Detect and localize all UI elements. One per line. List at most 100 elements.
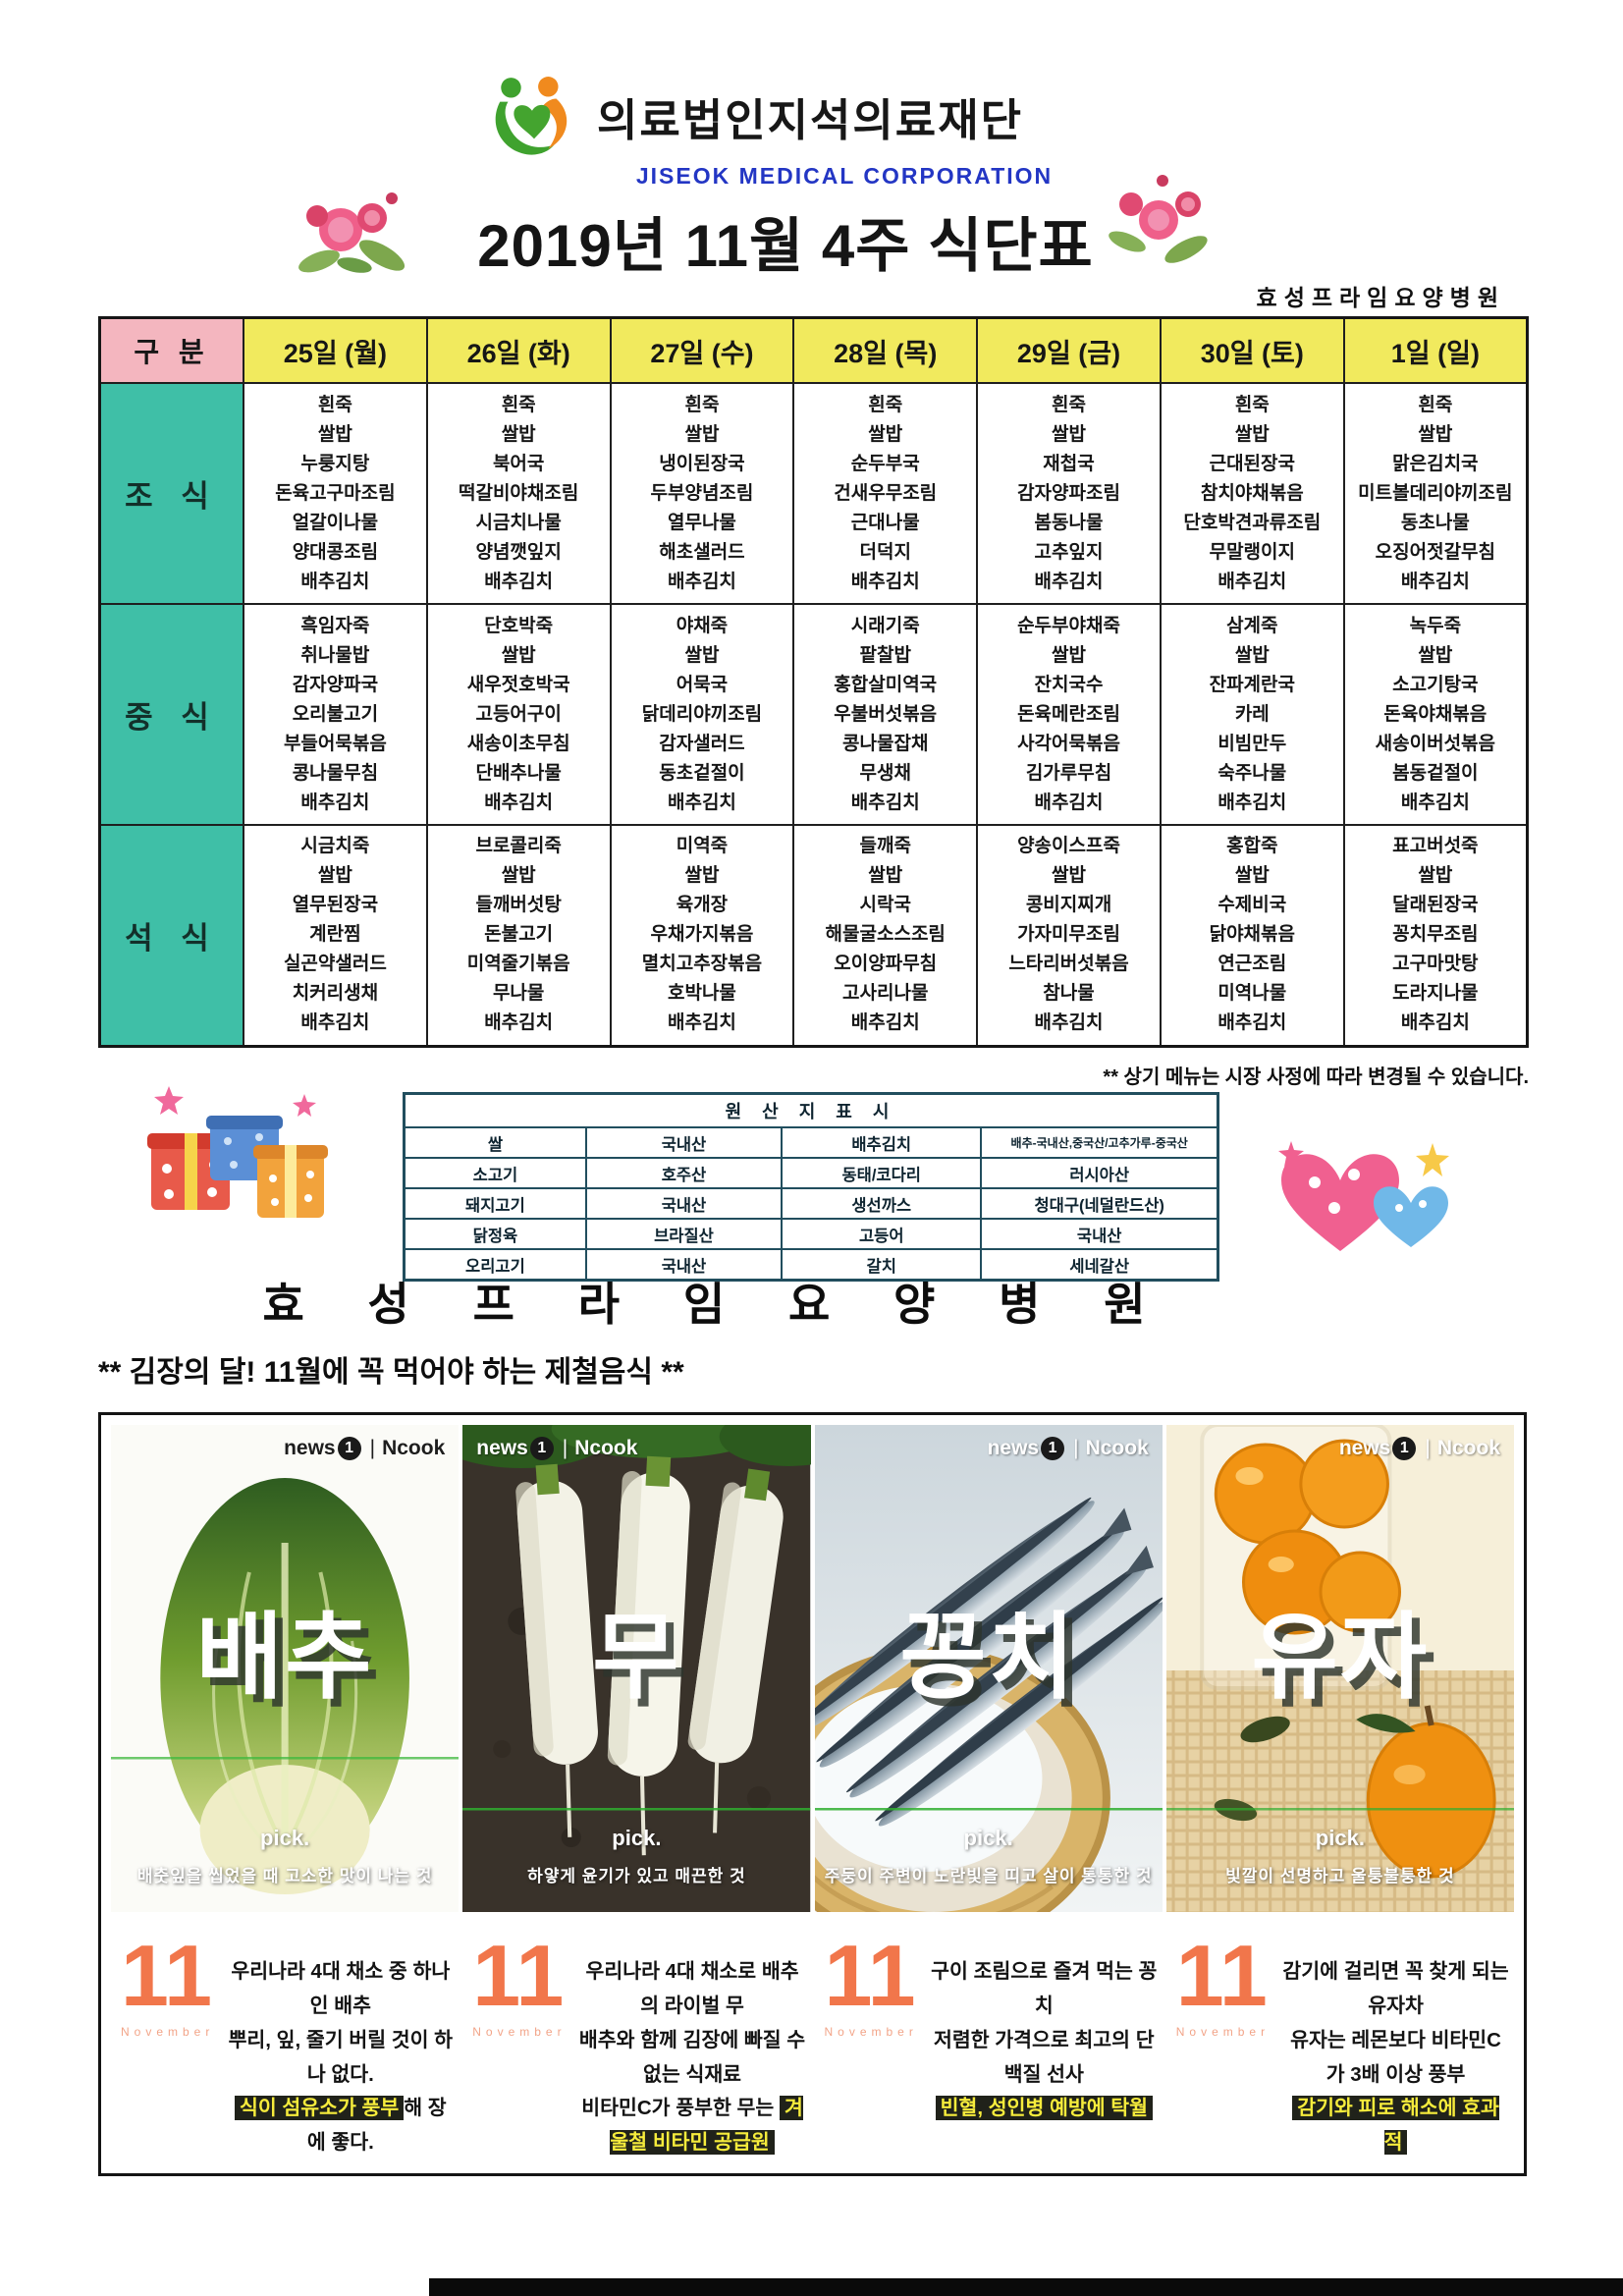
food-description: 우리나라 4대 채소 중 하나인 배추 뿌리, 잎, 줄기 버릴 것이 하나 없다… xyxy=(226,1955,455,2160)
menu-item: 브로콜리죽 xyxy=(475,836,562,857)
description-line: 비타민C가 풍부한 무는 겨울철 비타민 공급원 xyxy=(578,2092,807,2160)
menu-item: 흰죽 xyxy=(501,394,536,415)
menu-item: 들깨죽 xyxy=(859,836,911,857)
brand-news-text: news xyxy=(284,1437,336,1459)
news-ncook-logo: news 1 | Ncook xyxy=(988,1437,1149,1460)
description-line: 구이 조림으로 즐겨 먹는 꽁치 xyxy=(930,1955,1159,2024)
month-block: 11 November xyxy=(819,1933,918,2039)
photo-caption: 배춧잎을 씹었을 때 고소한 맛이 나는 것 xyxy=(136,1867,433,1886)
brand-news-text: news xyxy=(987,1437,1040,1459)
menu-item: 무말랭이지 xyxy=(1209,541,1295,563)
menu-item: 배추김치 xyxy=(1034,792,1104,813)
origin-cell: 갈치 xyxy=(781,1248,983,1282)
brand-one-badge: 1 xyxy=(1041,1437,1065,1460)
menu-cell: 미역죽 쌀밥 육개장 우채가지볶음 멸치고추장볶음 호박나물 배추김치 xyxy=(609,824,795,1047)
menu-cell: 흰죽 쌀밥 냉이된장국 두부양념조림 열무나물 해초샐러드 배추김치 xyxy=(609,382,795,605)
news-ncook-logo: news 1 | Ncook xyxy=(284,1437,445,1460)
pick-label: pick. xyxy=(612,1826,662,1850)
menu-item: 홍합살미역국 xyxy=(834,674,938,695)
menu-item: 수제비국 xyxy=(1217,895,1287,916)
menu-day-header: 1일 (일) xyxy=(1342,316,1529,384)
menu-item: 실곤약샐러드 xyxy=(283,954,387,975)
origin-cell: 호주산 xyxy=(584,1157,784,1189)
menu-item: 미트볼데리야끼조림 xyxy=(1358,482,1513,504)
menu-item: 해물굴소스조림 xyxy=(825,924,946,946)
description-text: 뿌리, 잎, 줄기 버릴 것이 하나 없다. xyxy=(228,2028,454,2086)
origin-cell: 오리고기 xyxy=(403,1248,587,1282)
description-line: 감기에 걸리면 꼭 찾게 되는 유자차 xyxy=(1281,1955,1510,2024)
food-name-overlay: 무 xyxy=(592,1605,681,1711)
menu-item: 근대나물 xyxy=(850,512,920,533)
origin-cell: 고등어 xyxy=(781,1218,983,1250)
menu-cell: 단호박죽 쌀밥 새우젓호박국 고등어구이 새송이초무침 단배추나물 배추김치 xyxy=(425,603,612,826)
menu-item: 쌀밥 xyxy=(1052,423,1086,445)
menu-item: 단배추나물 xyxy=(475,762,562,784)
menu-cell: 흰죽 쌀밥 재첩국 감자양파조림 봄동나물 고추잎지 배추김치 xyxy=(976,382,1162,605)
menu-item: 맑은김치국 xyxy=(1392,453,1479,474)
menu-item: 두부양념조림 xyxy=(650,482,754,504)
menu-item: 흰죽 xyxy=(1234,394,1270,415)
menu-item: 멸치고추장볶음 xyxy=(641,954,763,975)
description-text: 우리나라 4대 채소로 배추의 라이벌 무 xyxy=(585,1960,799,2017)
menu-cell: 홍합죽 쌀밥 수제비국 닭야채볶음 연근조림 미역나물 배추김치 xyxy=(1159,824,1345,1047)
menu-item: 잔치국수 xyxy=(1034,674,1104,695)
menu-item: 배추김치 xyxy=(850,1012,920,1034)
origin-cell: 국내산 xyxy=(584,1187,784,1220)
menu-item: 순두부국 xyxy=(850,453,920,474)
menu-item: 야채죽 xyxy=(676,615,729,636)
org-name: 의료법인지석의료재단 xyxy=(597,95,1024,145)
menu-item: 연근조림 xyxy=(1217,954,1287,975)
month-block: 11 November xyxy=(466,1933,567,2039)
food-caption-row: 11 November 우리나라 4대 채소 중 하나인 배추 뿌리, 잎, 줄기 버… xyxy=(101,1933,1524,2166)
menu-item: 더덕지 xyxy=(859,541,911,563)
meal-label: 석 식 xyxy=(98,824,244,1047)
origin-cell: 국내산 xyxy=(584,1126,784,1159)
menu-item: 가자미무조림 xyxy=(1017,924,1120,946)
menu-item: 돈불고기 xyxy=(484,924,554,946)
menu-item: 흰죽 xyxy=(868,394,903,415)
menu-day-header: 26일 (화) xyxy=(425,316,612,384)
menu-item: 호박나물 xyxy=(667,983,736,1005)
menu-item: 카레 xyxy=(1234,703,1270,725)
month-name: November xyxy=(472,2024,567,2039)
menu-item: 미역줄기볶음 xyxy=(466,954,570,975)
pick-label: pick. xyxy=(260,1826,310,1850)
origin-cell: 닭정육 xyxy=(403,1218,587,1250)
origin-cell: 러시아산 xyxy=(980,1157,1219,1189)
jiseok-logo-icon xyxy=(483,75,585,170)
menu-item: 계란찜 xyxy=(309,924,361,946)
menu-day-header: 28일 (목) xyxy=(792,316,979,384)
menu-item: 흑임자죽 xyxy=(300,615,370,636)
description-line: 배추와 함께 김장에 빠질 수 없는 식재료 xyxy=(578,2024,807,2093)
description-text: 해 장에 좋다. xyxy=(306,2097,447,2155)
menu-item: 양념깻잎지 xyxy=(475,541,562,563)
brand-separator: | xyxy=(369,1437,376,1459)
food-name-overlay: 유자 xyxy=(1251,1605,1430,1711)
food-panel-fish: news 1 | Ncook 꽁치 pick. 주둥이 주변이 노란빛을 띠고 살이 통통한… xyxy=(814,1425,1163,1912)
menu-table-corner: 구 분 xyxy=(98,316,244,384)
scan-artifact-bar xyxy=(429,2278,1623,2296)
brand-ncook-text: Ncook xyxy=(1436,1437,1500,1459)
menu-item: 표고버섯죽 xyxy=(1392,836,1479,857)
brand-one-badge: 1 xyxy=(1392,1437,1417,1460)
month-block: 11 November xyxy=(115,1933,214,2039)
origin-row: 소고기 호주산 동태/코다리 러시아산 xyxy=(403,1157,1219,1189)
description-line: 우리나라 4대 채소 중 하나인 배추 xyxy=(226,1955,455,2024)
menu-item: 쌀밥 xyxy=(1418,865,1453,887)
menu-item: 쌀밥 xyxy=(684,644,720,666)
menu-item: 참나물 xyxy=(1043,983,1095,1005)
origin-cell: 돼지고기 xyxy=(403,1187,587,1220)
menu-item: 감자샐러드 xyxy=(659,733,745,754)
menu-item: 치커리생채 xyxy=(292,983,379,1005)
menu-item: 소고기탕국 xyxy=(1392,674,1479,695)
menu-cell: 삼계죽 쌀밥 잔파계란국 카레 비빔만두 숙주나물 배추김치 xyxy=(1159,603,1345,826)
menu-cell: 흰죽 쌀밥 누룽지탕 돈육고구마조림 얼갈이나물 양대콩조림 배추김치 xyxy=(243,382,428,605)
menu-cell: 녹두죽 쌀밥 소고기탕국 돈육야채볶음 새송이버섯볶음 봄동겉절이 배추김치 xyxy=(1342,603,1529,826)
menu-item: 취나물밥 xyxy=(300,644,370,666)
brand-separator: | xyxy=(1425,1437,1431,1459)
origin-cell: 세네갈산 xyxy=(980,1248,1219,1282)
menu-header-row: 구 분 25일 (월) 26일 (화) 27일 (수) 28일 (목) 29일 (금) 30… xyxy=(98,316,1529,384)
menu-item: 비빔만두 xyxy=(1217,733,1287,754)
